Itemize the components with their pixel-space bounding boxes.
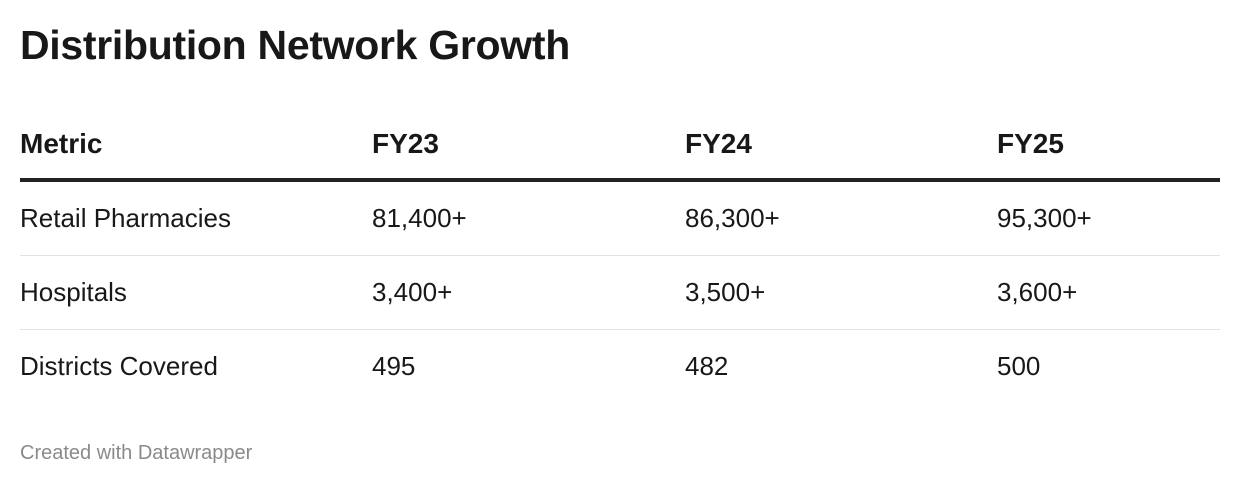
column-header-fy25[interactable]: FY25 xyxy=(997,128,1064,159)
value-cell: 482 xyxy=(685,351,729,381)
value-cell: 3,500+ xyxy=(685,277,766,307)
table-header-row: Metric FY23 FY24 FY25 xyxy=(20,110,1220,182)
value-cell: 495 xyxy=(372,351,416,381)
value-cell: 81,400+ xyxy=(372,203,467,233)
column-header-metric[interactable]: Metric xyxy=(20,128,103,159)
table-row: Districts Covered 495 482 500 xyxy=(20,330,1220,403)
value-cell: 500 xyxy=(997,351,1041,381)
column-header-fy23[interactable]: FY23 xyxy=(372,128,439,159)
column-header-fy24[interactable]: FY24 xyxy=(685,128,752,159)
row-label-cell: Retail Pharmacies xyxy=(20,203,231,233)
table-row: Hospitals 3,400+ 3,500+ 3,600+ xyxy=(20,256,1220,330)
chart-title: Distribution Network Growth xyxy=(20,22,570,68)
value-cell: 3,400+ xyxy=(372,277,453,307)
data-table: Metric FY23 FY24 FY25 Retail Pharmacies … xyxy=(20,110,1220,403)
row-label-cell: Hospitals xyxy=(20,277,127,307)
table-row: Retail Pharmacies 81,400+ 86,300+ 95,300… xyxy=(20,182,1220,256)
value-cell: 95,300+ xyxy=(997,203,1092,233)
row-label-cell: Districts Covered xyxy=(20,351,218,381)
value-cell: 86,300+ xyxy=(685,203,780,233)
datawrapper-credit[interactable]: Created with Datawrapper xyxy=(20,442,253,464)
value-cell: 3,600+ xyxy=(997,277,1078,307)
